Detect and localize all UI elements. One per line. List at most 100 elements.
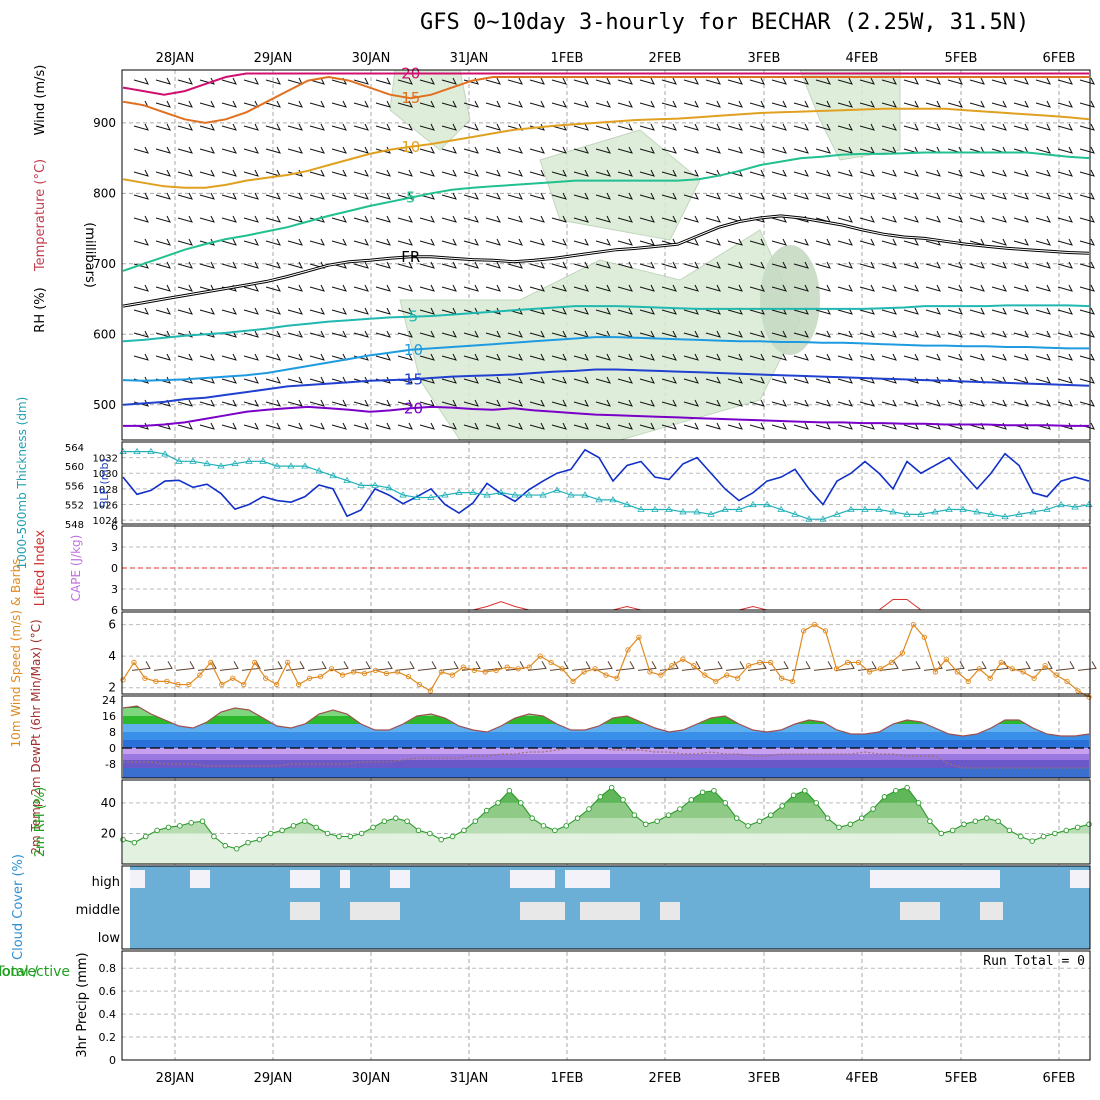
- rh-point: [233, 845, 240, 852]
- wind-barb-10m: [175, 661, 195, 671]
- wind-barb: [617, 422, 633, 430]
- wind-barb: [573, 100, 589, 108]
- wind-speed-point: [735, 675, 741, 681]
- wind-barb: [1035, 123, 1051, 131]
- wind-barb-10m: [351, 661, 371, 671]
- wind-barb: [705, 146, 721, 154]
- wind-barb: [969, 169, 985, 177]
- wind-speed-point: [800, 628, 807, 634]
- wind-barb: [243, 399, 259, 407]
- wind-barb: [1035, 399, 1051, 407]
- date-label-top: 5FEB: [945, 51, 978, 66]
- wind-barb: [1035, 146, 1051, 154]
- wind-barb: [881, 123, 897, 131]
- wind-barb: [705, 307, 721, 315]
- wind-barb: [881, 192, 897, 200]
- wind-barb: [771, 238, 787, 246]
- wind-barb-10m: [1011, 661, 1031, 671]
- wind-barb: [331, 169, 347, 177]
- wind-barb: [793, 123, 809, 131]
- wind-speed-point: [120, 677, 126, 683]
- wind-barb: [551, 215, 567, 223]
- wind-barb: [441, 100, 457, 108]
- wind-speed-point: [493, 667, 499, 673]
- wind-barb: [419, 100, 435, 108]
- wind-barb: [221, 146, 237, 154]
- wind-barb: [969, 399, 985, 407]
- wind-barb: [837, 307, 853, 315]
- wind-barb: [991, 330, 1007, 338]
- wind-barb: [265, 353, 281, 361]
- wind-barb: [133, 330, 149, 338]
- wind-barb: [661, 169, 677, 177]
- wind-speed-point: [164, 678, 170, 685]
- middle-cloud-gap: [660, 902, 680, 920]
- thickness-point: [791, 510, 799, 517]
- wind-barb: [749, 192, 765, 200]
- wind-barb: [551, 353, 567, 361]
- contour-label: FR: [401, 248, 420, 266]
- rh-point: [518, 800, 524, 806]
- wind-barb-10m: [439, 661, 459, 671]
- wind-barb: [133, 169, 149, 177]
- wind-barb: [969, 284, 985, 292]
- dewpoint-series: [123, 747, 1089, 769]
- wind-barb: [397, 284, 413, 292]
- wind-barb: [683, 123, 699, 131]
- wind-barb: [199, 215, 215, 223]
- wind-barb: [617, 284, 633, 292]
- wind-barb: [683, 399, 699, 407]
- wind-barb: [881, 238, 897, 246]
- wind-barb: [243, 330, 259, 338]
- wind-barb: [177, 238, 193, 246]
- rh-point: [688, 797, 694, 803]
- wind-barb: [595, 146, 611, 154]
- wind-barb: [375, 192, 391, 200]
- wind-barb: [397, 330, 413, 338]
- wind-barb: [705, 422, 721, 430]
- rh-band: [123, 833, 1089, 864]
- thickness-point: [959, 505, 967, 512]
- wind-barb: [1035, 77, 1051, 85]
- middle-cloud-gap: [350, 902, 400, 920]
- wind-barb: [595, 307, 611, 315]
- wind-barb: [551, 261, 567, 269]
- wind-barb-10m: [1055, 661, 1075, 671]
- thickness-point: [833, 510, 841, 517]
- temperature-band: [123, 724, 1089, 732]
- wind-speed-point: [888, 659, 895, 666]
- wind-barb: [507, 169, 523, 177]
- rh-point: [483, 807, 490, 814]
- wind-barb: [287, 123, 303, 131]
- freezing-line-inner: [122, 215, 1090, 307]
- wind-speed-point: [142, 675, 148, 681]
- wind-barb: [881, 353, 897, 361]
- wind-barb: [331, 146, 347, 154]
- rh-point: [665, 812, 672, 818]
- pressure-tick: 700: [93, 257, 116, 271]
- wind-barb: [507, 192, 523, 200]
- wind-speed-point: [241, 681, 247, 688]
- wind-barb: [859, 307, 875, 315]
- wind-speed-series: [122, 623, 1090, 698]
- wind-barb: [331, 330, 347, 338]
- wind-barb: [375, 146, 391, 154]
- wind-barb-10m: [395, 661, 415, 671]
- wind-barb: [1057, 169, 1073, 177]
- wind-speed-point: [537, 653, 543, 659]
- wind-barb: [1079, 238, 1095, 246]
- wind-barb: [529, 353, 545, 361]
- wind-barb: [507, 215, 523, 223]
- rh-point: [1029, 838, 1035, 844]
- wind-barb: [661, 146, 677, 154]
- wind-barb: [595, 169, 611, 177]
- thickness-point: [245, 457, 253, 464]
- wind-barb: [771, 146, 787, 154]
- wind-barb-10m: [835, 661, 855, 671]
- wind-barb: [991, 284, 1007, 292]
- wind-barb: [639, 399, 655, 407]
- wind-barb: [837, 330, 853, 338]
- wind-barb: [771, 422, 787, 430]
- wind-barb: [903, 353, 919, 361]
- thickness-point: [469, 488, 477, 496]
